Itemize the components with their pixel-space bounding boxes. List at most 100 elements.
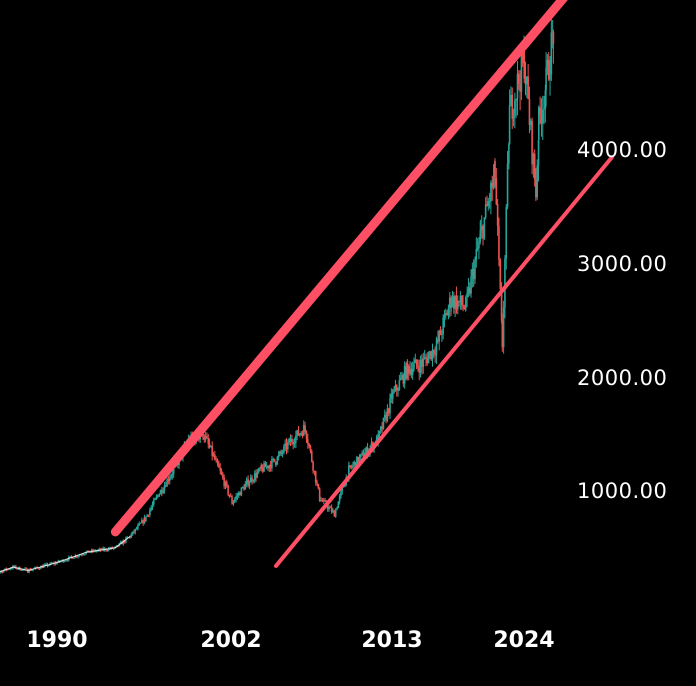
candle-body (252, 480, 255, 482)
candle-body (283, 446, 285, 453)
candle-body (167, 479, 170, 482)
candle-body (433, 349, 435, 355)
candle-body (474, 260, 476, 280)
candle-body (382, 417, 385, 429)
candle-body (207, 437, 210, 444)
candle-body (34, 566, 37, 569)
candle-body (241, 487, 244, 488)
candle-body (439, 330, 442, 335)
candle-body (24, 568, 26, 570)
candle-body (544, 90, 547, 109)
candle-body (419, 359, 422, 373)
candle-body (511, 94, 514, 119)
candle-body (295, 435, 297, 443)
candle-body (291, 438, 293, 443)
candle-body (301, 432, 304, 436)
candle-body (247, 479, 249, 486)
candle-body (265, 465, 268, 468)
candle-body (390, 394, 393, 398)
candle-body (515, 98, 517, 101)
candle-body (300, 432, 302, 434)
candle-body (407, 366, 410, 374)
candle-body (273, 458, 276, 462)
candle-body (504, 258, 506, 308)
candle-body (228, 494, 231, 496)
candle-body (319, 500, 321, 502)
candle-body (317, 483, 320, 489)
candle-body (385, 414, 387, 421)
candle-body (421, 363, 423, 367)
candle-body (302, 425, 305, 436)
candle-body (332, 510, 334, 512)
candle-body (475, 249, 478, 261)
candle-body (415, 359, 418, 366)
x-axis: 1990 2002 2013 2024 (26, 628, 554, 653)
candle-body (81, 554, 83, 556)
candle-body (210, 445, 212, 448)
candle-body (268, 465, 271, 469)
candle-body (215, 459, 217, 461)
candle-body (429, 351, 431, 356)
candle-body (492, 176, 495, 188)
candle-body (402, 374, 405, 384)
candle-body (393, 390, 395, 393)
candle-body (243, 487, 245, 490)
candle-body (541, 109, 544, 124)
candle-body (106, 550, 109, 552)
candle-body (40, 566, 42, 569)
candle-body (348, 465, 350, 479)
candle-body (435, 339, 438, 346)
candle-body (524, 78, 527, 85)
candle-body (444, 313, 447, 315)
candle-body (133, 531, 135, 533)
candle-body (453, 296, 455, 309)
candle-body (131, 531, 134, 535)
candle-body (267, 465, 269, 469)
candle-body (298, 433, 301, 436)
candle-body (494, 161, 496, 178)
candle-body (206, 436, 208, 438)
candle-body (45, 563, 47, 565)
candle-body (259, 468, 261, 470)
candle-body (137, 525, 139, 529)
candle-body (517, 73, 520, 84)
candle-body (538, 107, 540, 140)
candle-body (12, 565, 14, 568)
candle-body (115, 545, 118, 547)
candle-body (438, 330, 441, 342)
candle-body (540, 114, 543, 124)
candle-body (443, 314, 446, 318)
candle-body (78, 554, 81, 557)
candle-body (253, 473, 256, 481)
candle-body (240, 487, 243, 496)
candle-body (257, 468, 260, 473)
candle-body (508, 105, 511, 145)
y-axis: 1000.00 2000.00 3000.00 4000.00 (577, 138, 667, 503)
trendline-upper (110, 0, 568, 537)
candle-body (91, 550, 94, 552)
candle-body (340, 491, 342, 496)
candle-body (482, 226, 484, 239)
candle-body (354, 462, 357, 468)
x-tick-label: 2013 (361, 628, 422, 653)
candle-body (66, 560, 69, 562)
candle-body (506, 163, 509, 207)
candle-body (134, 528, 137, 533)
candle-body (478, 241, 480, 248)
candle-body (459, 295, 462, 303)
candle-body (269, 465, 272, 469)
candle-body (264, 463, 267, 468)
candle-body (223, 478, 225, 487)
candle-body (399, 378, 402, 381)
candle-body (86, 550, 89, 552)
candle-body (98, 548, 101, 550)
candle-body (48, 565, 50, 566)
y-tick-label: 2000.00 (577, 366, 667, 390)
candle-body (450, 304, 452, 308)
candle-body (316, 482, 318, 484)
candle-body (490, 182, 492, 202)
candle-body (360, 454, 362, 458)
candle-body (89, 552, 91, 553)
candle-body (152, 499, 155, 505)
candle-body (365, 447, 368, 453)
